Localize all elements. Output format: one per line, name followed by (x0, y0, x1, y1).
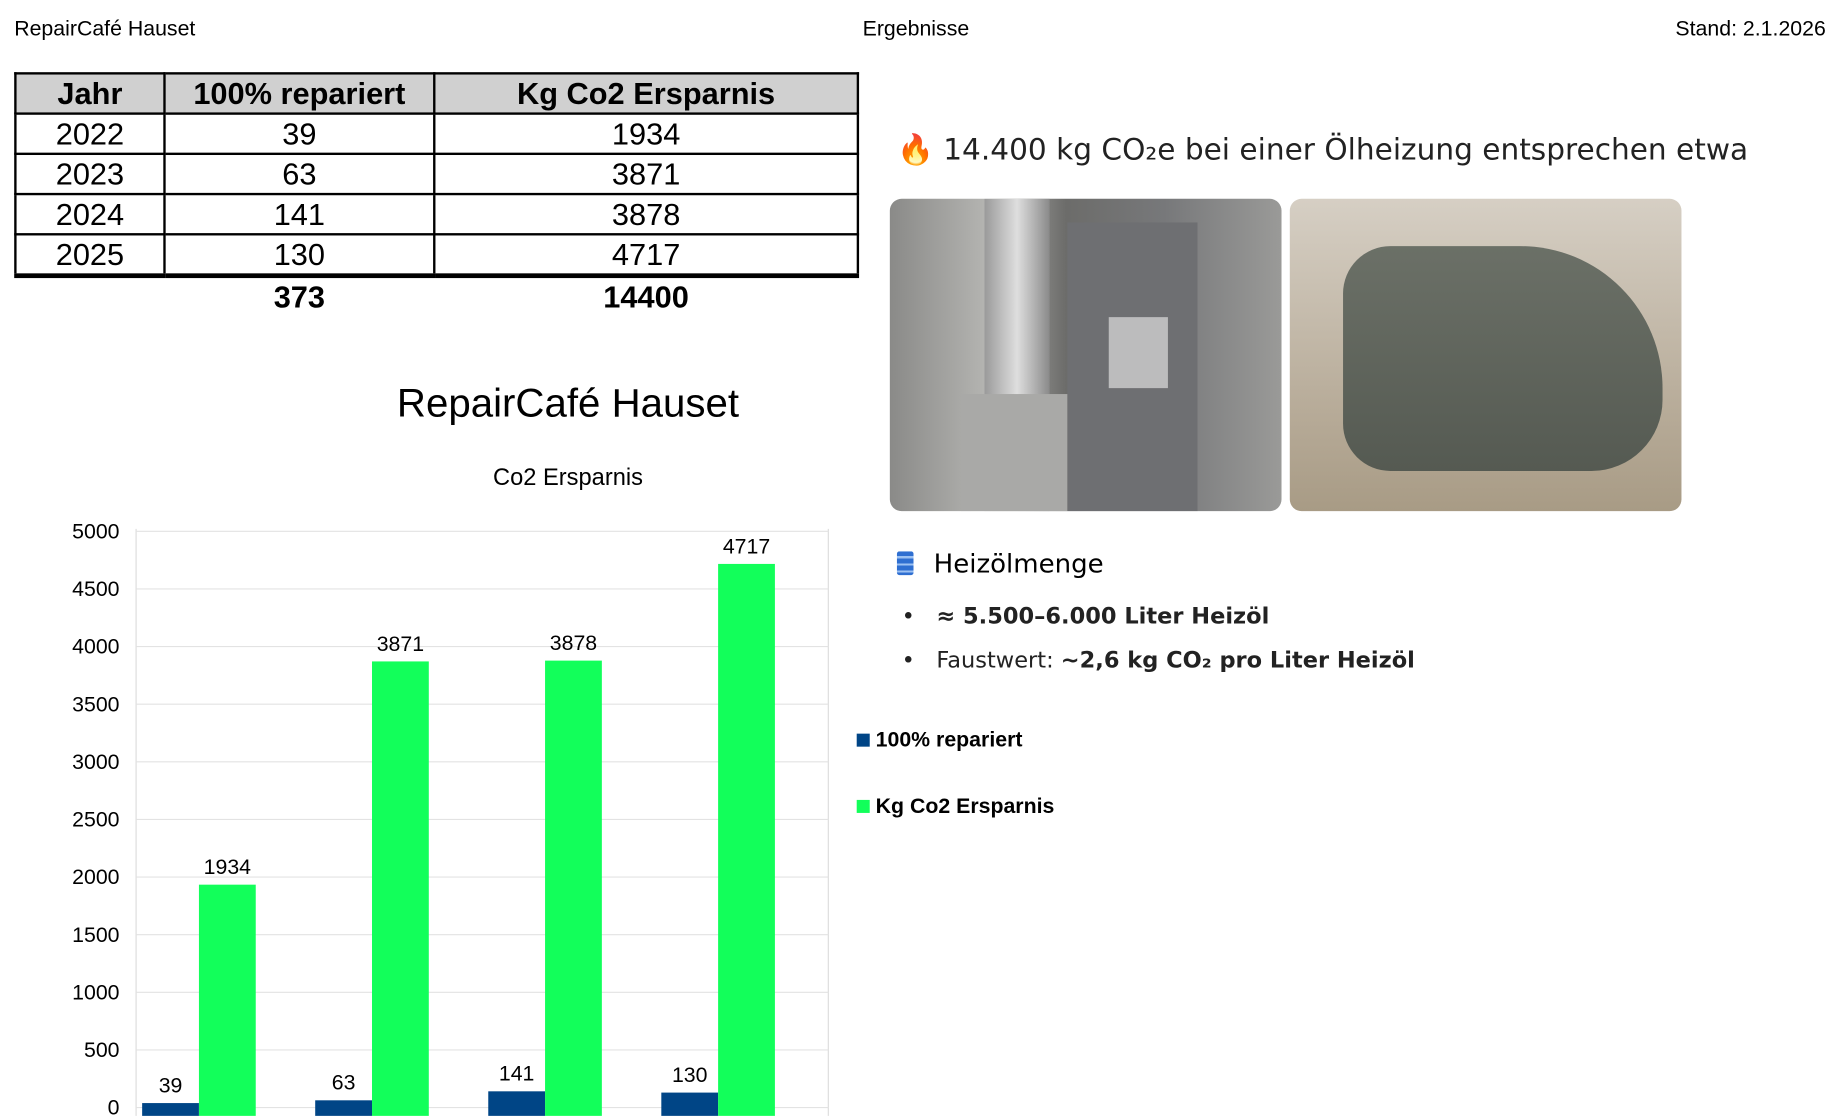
table-header-row: Jahr 100% repariert Kg Co2 Ersparnis (14, 72, 860, 115)
cell: 2024 (14, 192, 166, 236)
y-tick-label: 3500 (72, 692, 119, 716)
bar-repaired-2022 (142, 1103, 199, 1116)
table-row: 2024 141 3878 (14, 192, 860, 236)
bar-co2-2022 (198, 884, 256, 1116)
bar-co2-2024 (545, 660, 602, 1116)
y-tick-label: 2500 (72, 808, 119, 832)
y-tick-label: 1500 (72, 923, 119, 947)
cell: 1934 (433, 112, 860, 156)
header-center: Ergebnisse (862, 16, 970, 41)
y-tick-label: 1000 (72, 980, 119, 1004)
oil-furnace-photo (889, 198, 1282, 512)
chart-title: RepairCafé Hauset (396, 381, 740, 426)
legend-swatch (856, 799, 870, 813)
heizoel-heading: Heizölmenge (896, 550, 1104, 580)
y-tick-label: 500 (84, 1038, 120, 1062)
bar-repaired-2024 (488, 1091, 546, 1116)
bar-repaired-2025 (661, 1092, 719, 1116)
table-row: 2023 63 3871 (14, 152, 860, 196)
legend-item-co2: Kg Co2 Ersparnis (856, 793, 1055, 819)
y-tick-label: 0 (108, 1096, 120, 1116)
cell: 39 (163, 112, 436, 156)
heizoel-heading-text: Heizölmenge (933, 550, 1104, 580)
y-tick-label: 2000 (72, 865, 119, 889)
col-header: 100% repariert (163, 72, 436, 115)
legend-label: 100% repariert (875, 727, 1023, 752)
data-label: 141 (499, 1062, 535, 1086)
y-tick-label: 5000 (72, 519, 119, 543)
y-tick-label: 4000 (72, 635, 119, 659)
oil-barrel-icon (896, 551, 914, 576)
oil-tank-photo (1289, 198, 1682, 512)
data-label: 3878 (550, 631, 597, 655)
total-co2: 14400 (603, 278, 689, 315)
data-label: 39 (159, 1073, 183, 1097)
bullet-item: • Faustwert: ~2,6 kg CO₂ pro Liter Heizö… (901, 647, 1415, 674)
bullet-text: ≈ 5.500–6.000 Liter Heizöl (936, 603, 1270, 630)
data-label: 1934 (204, 855, 252, 879)
legend-label: Kg Co2 Ersparnis (875, 793, 1055, 818)
info-heading: 🔥 14.400 kg CO₂e bei einer Ölheizung ent… (897, 133, 1748, 168)
cell: 141 (163, 192, 436, 236)
legend-swatch (856, 733, 870, 747)
cell: 63 (163, 152, 436, 196)
bar-co2-2023 (371, 661, 429, 1116)
bullet-text: ~2,6 kg CO₂ pro Liter Heizöl (1060, 647, 1415, 674)
bar-chart: 0 500 1000 1500 2000 2500 3000 3500 4000 4500 5000… (72, 519, 829, 1116)
cell: 130 (163, 233, 436, 279)
cell: 3871 (433, 152, 860, 196)
cell (15, 276, 164, 316)
chart-subtitle: Co2 Ersparnis (493, 465, 643, 492)
data-label: 3871 (377, 632, 424, 656)
data-label: 130 (672, 1063, 708, 1087)
totals-row: 373 14400 (15, 276, 858, 316)
legend-item-repaired: 100% repariert (856, 727, 1023, 753)
cell: 2023 (14, 152, 166, 196)
cell: 4717 (433, 233, 860, 279)
data-label: 63 (332, 1071, 356, 1095)
cell: 2025 (14, 233, 166, 279)
header-left: RepairCafé Hauset (14, 16, 196, 41)
bullet-prefix: Faustwert: (936, 647, 1061, 674)
results-table: Jahr 100% repariert Kg Co2 Ersparnis 202… (14, 72, 860, 316)
y-tick-label: 3000 (72, 750, 119, 774)
bar-repaired-2023 (315, 1100, 372, 1116)
col-header: Jahr (14, 72, 166, 115)
cell: 3878 (433, 192, 860, 236)
header-right: Stand: 2.1.2026 (1675, 16, 1826, 41)
bullet-item: • ≈ 5.500–6.000 Liter Heizöl (901, 603, 1270, 630)
cell: 2022 (14, 112, 166, 156)
y-tick-label: 4500 (72, 577, 119, 601)
bar-co2-2025 (718, 563, 775, 1116)
table-row: 2022 39 1934 (14, 112, 860, 156)
total-repaired: 373 (273, 278, 326, 315)
data-label: 4717 (723, 534, 770, 558)
table-row: 2025 130 4717 (14, 233, 860, 279)
info-heading-text: 14.400 kg CO₂e bei einer Ölheizung entsp… (943, 132, 1749, 167)
fire-icon: 🔥 (896, 132, 934, 167)
col-header: Kg Co2 Ersparnis (433, 72, 860, 115)
